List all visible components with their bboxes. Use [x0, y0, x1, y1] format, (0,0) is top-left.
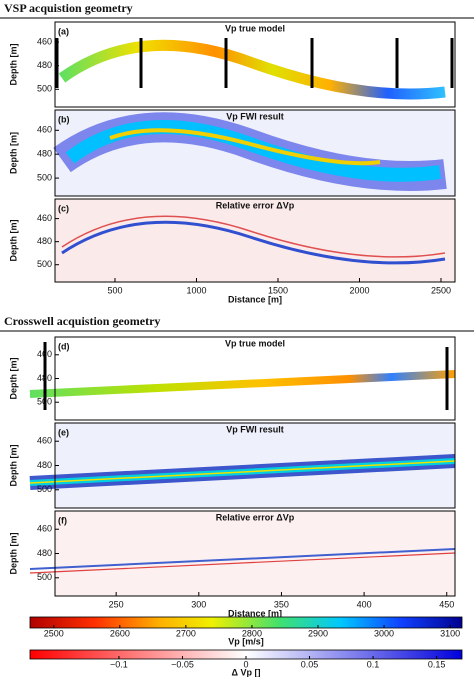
y-axis-label: Depth [m]	[8, 132, 18, 174]
panel-label: (f)	[58, 515, 67, 525]
background	[55, 511, 455, 596]
panel-title: Vp FWI result	[226, 111, 284, 121]
y-tick-label: 480	[37, 149, 52, 159]
panel-label: (a)	[58, 26, 69, 36]
section-title: Crosswell acquistion geometry	[4, 314, 160, 328]
x-tick-label: 2000	[349, 285, 369, 295]
panel-label: (e)	[58, 427, 69, 437]
y-tick-label: 480	[37, 60, 52, 70]
panel-title: Vp FWI result	[226, 424, 284, 434]
x-tick-label: 2500	[431, 285, 451, 295]
colorbar-tick-label: 2500	[44, 628, 64, 638]
colorbar-tick-label: 3000	[374, 628, 394, 638]
colorbar-label: Δ Vp []	[232, 667, 261, 677]
y-axis-label: Depth [m]	[8, 220, 18, 262]
colorbar-label: Vp [m/s]	[228, 636, 264, 646]
y-tick-label: 500	[37, 84, 52, 94]
y-tick-label: 460	[37, 125, 52, 135]
colorbar-tick-label: 3100	[440, 628, 460, 638]
error-red	[29, 552, 456, 574]
section-title: VSP acquistion geometry	[4, 1, 133, 15]
y-tick-label: 500	[37, 484, 52, 494]
colorbar-tick-label: −0.05	[171, 659, 194, 669]
y-tick-label: 460	[37, 36, 52, 46]
y-axis-label: Depth [m]	[8, 358, 18, 400]
y-tick-label: 500	[37, 259, 52, 269]
velocity-band	[58, 39, 446, 100]
colorbar-tick-label: 0.05	[301, 659, 319, 669]
y-tick-label: 480	[37, 460, 52, 470]
colorbar-tick-label: 0.15	[428, 659, 446, 669]
panel-title: Vp true model	[225, 338, 285, 348]
colorbar	[29, 616, 463, 629]
panel-title: Relative error ΔVp	[216, 512, 295, 522]
velocity-band	[29, 370, 456, 398]
panel-label: (d)	[58, 341, 70, 351]
error-blue	[61, 220, 446, 265]
panel-title: Vp true model	[225, 23, 285, 33]
x-tick-label: 1500	[268, 285, 288, 295]
error-blue	[29, 548, 456, 570]
x-tick-label: 450	[439, 599, 454, 609]
colorbar-tick-label: 2600	[110, 628, 130, 638]
x-axis-label: Distance [m]	[228, 608, 282, 618]
panel-label: (b)	[58, 114, 70, 124]
panel-frame	[54, 198, 456, 283]
y-tick-label: 480	[37, 373, 52, 383]
colorbar-tick-label: −0.1	[110, 659, 128, 669]
colorbar-tick-label: 0	[243, 659, 248, 669]
colorbar-tick-label: 2700	[176, 628, 196, 638]
background	[55, 199, 455, 282]
fwi-peak	[29, 460, 456, 484]
colorbar-tick-label: 2900	[308, 628, 328, 638]
x-tick-label: 250	[109, 599, 124, 609]
y-tick-label: 460	[37, 213, 52, 223]
fwi-peak	[109, 128, 381, 166]
x-tick-label: 400	[357, 599, 372, 609]
colorbar-tick-label: 0.1	[367, 659, 380, 669]
panel-title: Relative error ΔVp	[216, 200, 295, 210]
y-tick-label: 480	[37, 548, 52, 558]
error-red	[61, 215, 446, 258]
y-tick-label: 480	[37, 236, 52, 246]
x-tick-label: 500	[107, 285, 122, 295]
y-tick-label: 460	[37, 436, 52, 446]
x-tick-label: 1000	[186, 285, 206, 295]
colorbar-tick-label: 2800	[242, 628, 262, 638]
panel-label: (c)	[58, 203, 69, 213]
y-tick-label: 460	[37, 524, 52, 534]
y-tick-label: 500	[37, 172, 52, 182]
y-axis-label: Depth [m]	[8, 533, 18, 575]
x-axis-label: Distance [m]	[228, 294, 282, 304]
x-tick-label: 300	[191, 599, 206, 609]
panel-frame	[54, 109, 456, 197]
y-tick-label: 500	[37, 397, 52, 407]
y-axis-label: Depth [m]	[8, 44, 18, 86]
x-tick-label: 350	[274, 599, 289, 609]
y-tick-label: 460	[37, 349, 52, 359]
y-tick-label: 500	[37, 572, 52, 582]
y-axis-label: Depth [m]	[8, 445, 18, 487]
panel-frame	[54, 21, 456, 108]
